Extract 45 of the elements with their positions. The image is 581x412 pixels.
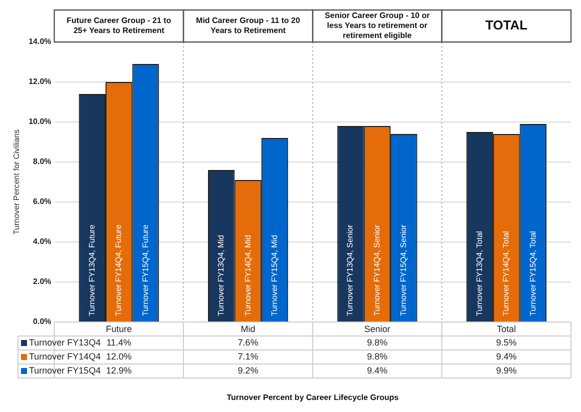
y-tick-label: 8.0%	[33, 157, 52, 166]
annotation: Turnover FY14Q4, Future	[114, 224, 124, 316]
data-label: 9.9%	[496, 365, 517, 376]
y-tick-label: 0.0%	[33, 317, 52, 326]
text: Senior Career Group - 10 or less Years to retirement or retirement eligible	[324, 11, 430, 40]
annotation: Turnover FY14Q4, Total	[502, 230, 511, 316]
annotation: Turnover FY13Q4, Total	[474, 230, 484, 316]
y-axis-title: Turnover Percent for Civilians	[12, 129, 22, 235]
data-label: 12.9%	[106, 365, 132, 376]
data-label: 11.4%	[106, 337, 132, 348]
legend-label: Turnover FY15Q4	[29, 365, 101, 376]
data-label: 12.0%	[106, 351, 132, 362]
annotation: Turnover FY15Q4, Senior	[399, 224, 408, 316]
text: Future Career Group - 21 to 25+ Years to Retirement	[66, 16, 172, 36]
x-tick-label: Total	[496, 324, 516, 334]
y-tick-label: 4.0%	[33, 237, 52, 246]
data-label: 7.1%	[238, 351, 258, 362]
data-label: 9.5%	[496, 337, 517, 348]
legend-label: Turnover FY14Q4	[29, 351, 101, 362]
text: TOTAL	[485, 18, 528, 33]
x-tick-label: Mid	[240, 324, 256, 334]
y-tick-label: 10.0%	[28, 117, 52, 126]
annotation: Turnover FY13Q4, Future	[87, 224, 96, 316]
annotation: Turnover FY15Q4, Mid	[270, 234, 279, 316]
text: Turnover Percent by Career Lifecycle Groups	[226, 393, 400, 402]
annotation: Turnover FY13Q4, Senior	[346, 224, 355, 316]
data-label: 9.8%	[366, 337, 388, 348]
data-label: 9.4%	[496, 351, 517, 362]
data-label: 9.4%	[366, 365, 388, 376]
annotation: Turnover FY15Q4, Future	[140, 224, 150, 316]
annotation: Turnover FY15Q4, Total	[528, 230, 538, 316]
annotation: Turnover FY14Q4, Senior	[372, 224, 382, 316]
annotation: Turnover FY14Q4, Mid	[243, 234, 252, 316]
y-tick-label: 6.0%	[33, 197, 52, 206]
y-tick-label: 14.0%	[28, 37, 52, 46]
data-label: 9.2%	[238, 365, 258, 376]
legend-label: Turnover FY13Q4	[29, 337, 101, 348]
x-tick-label: Future	[106, 324, 132, 334]
text: Mid Career Group - 11 to 20 Years to Retirement	[196, 16, 301, 36]
data-label: 7.6%	[238, 337, 258, 348]
x-tick-label: Senior	[364, 324, 390, 334]
y-tick-label: 12.0%	[28, 77, 52, 86]
data-label: 9.8%	[366, 351, 388, 362]
annotation: Turnover FY13Q4, Mid	[216, 234, 226, 316]
y-tick-label: 2.0%	[33, 277, 52, 286]
